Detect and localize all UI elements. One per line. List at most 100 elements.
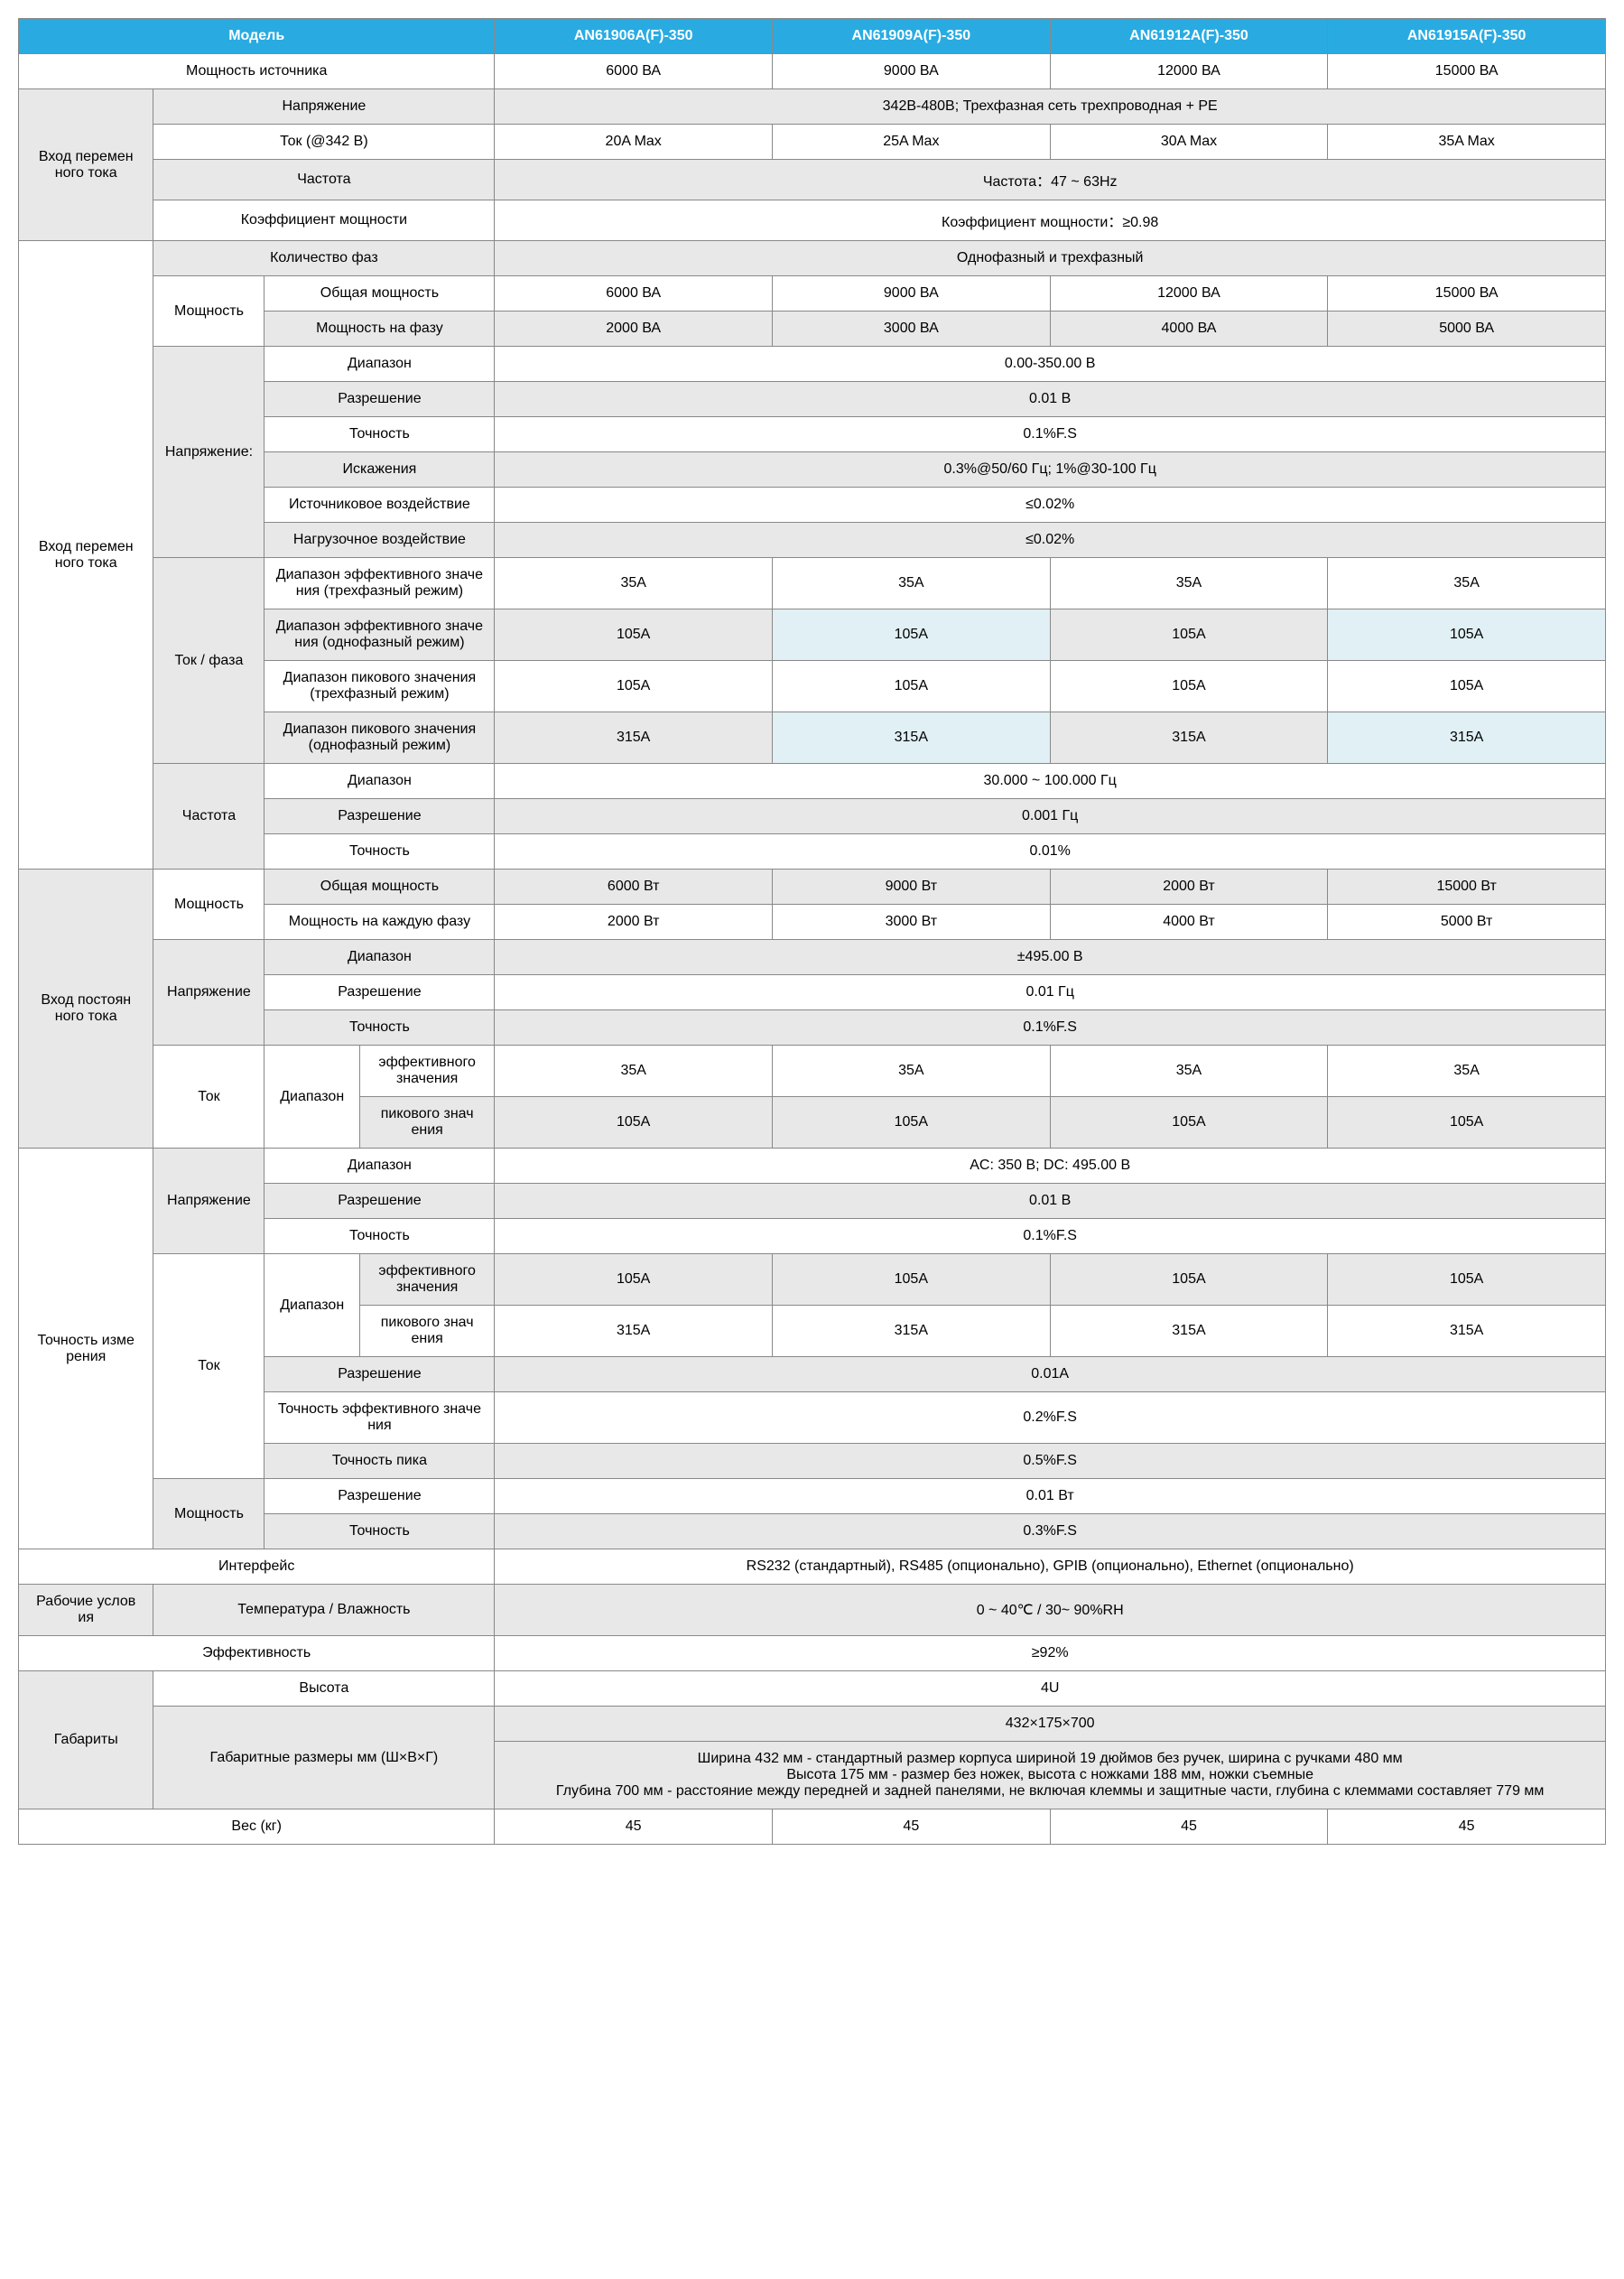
cell: Диапазон — [264, 940, 495, 975]
cell: 432×175×700 — [495, 1707, 1606, 1742]
cell: ±495.00 В — [495, 940, 1606, 975]
cell: 9000 Вт — [773, 870, 1051, 905]
cell: 0.01A — [495, 1357, 1606, 1392]
cell: Точность эффективного значения — [264, 1392, 495, 1444]
cell: 35A — [495, 558, 773, 609]
cell: Точность пика — [264, 1444, 495, 1479]
cell: Ток — [153, 1254, 264, 1479]
cell: Коэффициент мощности：≥0.98 — [495, 200, 1606, 241]
cell: Источниковое воздействие — [264, 488, 495, 523]
src-power-label: Мощность источника — [19, 54, 495, 89]
cell: 6000 ВА — [495, 276, 773, 312]
cell: 20A Max — [495, 125, 773, 160]
cell: 45 — [773, 1809, 1051, 1845]
cell: 105A — [1050, 609, 1328, 661]
cell: 0.001 Гц — [495, 799, 1606, 834]
cell: Диапазон эффективного значения (однофазн… — [264, 609, 495, 661]
cell: 35A — [773, 1046, 1051, 1097]
cell: Диапазон пикового значения(однофазный ре… — [264, 712, 495, 764]
cell: 315A — [495, 712, 773, 764]
cell: 12000 ВА — [1050, 276, 1328, 312]
cell: Высота — [153, 1671, 495, 1707]
cell: 35A — [1328, 558, 1606, 609]
cell: 315A — [773, 1306, 1051, 1357]
cell: Точность — [264, 417, 495, 452]
cell: 315A — [1328, 712, 1606, 764]
cell: пикового значения — [359, 1097, 494, 1149]
dim-label: Габариты — [19, 1671, 153, 1809]
cell: 9000 ВА — [773, 54, 1051, 89]
cell: Ток — [153, 1046, 264, 1149]
cell: Мощность — [153, 1479, 264, 1549]
cell: Количество фаз — [153, 241, 495, 276]
cell: Напряжение — [153, 1149, 264, 1254]
cell: Габаритные размеры мм (Ш×В×Г) — [153, 1707, 495, 1809]
cell: Частота：47 ~ 63Hz — [495, 160, 1606, 200]
cell: 45 — [1050, 1809, 1328, 1845]
cell: 105A — [1050, 1097, 1328, 1149]
cell: 30.000 ~ 100.000 Гц — [495, 764, 1606, 799]
cell: 0.01% — [495, 834, 1606, 870]
cell: Мощность — [153, 870, 264, 940]
env-label: Рабочие условия — [19, 1585, 153, 1636]
cell: 0.3%@50/60 Гц; 1%@30-100 Гц — [495, 452, 1606, 488]
cell: 4U — [495, 1671, 1606, 1707]
cell: 0.3%F.S — [495, 1514, 1606, 1549]
cell: Разрешение — [264, 975, 495, 1010]
cell: 2000 Вт — [495, 905, 773, 940]
cell: 315A — [495, 1306, 773, 1357]
cell: 5000 Вт — [1328, 905, 1606, 940]
cell: Точность — [264, 834, 495, 870]
cell: 35A Max — [1328, 125, 1606, 160]
cell: Общая мощность — [264, 276, 495, 312]
cell: Разрешение — [264, 799, 495, 834]
cell: 2000 Вт — [1050, 870, 1328, 905]
cell: ≤0.02% — [495, 488, 1606, 523]
cell: 315A — [1328, 1306, 1606, 1357]
cell: 315A — [1050, 1306, 1328, 1357]
cell: 105A — [773, 661, 1051, 712]
cell: Напряжение: — [153, 347, 264, 558]
cell: 30A Max — [1050, 125, 1328, 160]
cell: Мощность на фазу — [264, 312, 495, 347]
eff-label: Эффективность — [19, 1636, 495, 1671]
cell: Температура / Влажность — [153, 1585, 495, 1636]
cell: 15000 Вт — [1328, 870, 1606, 905]
cell: 45 — [495, 1809, 773, 1845]
cell: 0.2%F.S — [495, 1392, 1606, 1444]
weight-label: Вес (кг) — [19, 1809, 495, 1845]
cell: Диапазон — [264, 1046, 359, 1149]
hdr-m2: AN61909A(F)-350 — [773, 19, 1051, 54]
cell: 0.01 Гц — [495, 975, 1606, 1010]
cell: 4000 ВА — [1050, 312, 1328, 347]
cell: AC: 350 В; DC: 495.00 В — [495, 1149, 1606, 1184]
cell: пикового значения — [359, 1306, 494, 1357]
cell: 105A — [1328, 1097, 1606, 1149]
cell: 4000 Вт — [1050, 905, 1328, 940]
cell: 105A — [495, 609, 773, 661]
cell: 12000 ВА — [1050, 54, 1328, 89]
hdr-m3: AN61912A(F)-350 — [1050, 19, 1328, 54]
hdr-model: Модель — [19, 19, 495, 54]
cell: Точность — [264, 1514, 495, 1549]
cell: 105A — [495, 661, 773, 712]
cell: 342В-480В; Трехфазная сеть трехпроводная… — [495, 89, 1606, 125]
cell: Диапазон — [264, 1254, 359, 1357]
cell: 3000 ВА — [773, 312, 1051, 347]
cell: Общая мощность — [264, 870, 495, 905]
cell: Разрешение — [264, 382, 495, 417]
acin2-label: Вход переменного тока — [19, 241, 153, 870]
cell: RS232 (стандартный), RS485 (опционально)… — [495, 1549, 1606, 1585]
cell: Диапазон — [264, 764, 495, 799]
cell: 315A — [773, 712, 1051, 764]
cell: 0 ~ 40℃ / 30~ 90%RH — [495, 1585, 1606, 1636]
cell: 0.01 В — [495, 382, 1606, 417]
hdr-m4: AN61915A(F)-350 — [1328, 19, 1606, 54]
dcin-label: Вход постоянного тока — [19, 870, 153, 1149]
cell: 0.01 Вт — [495, 1479, 1606, 1514]
cell: 0.00-350.00 В — [495, 347, 1606, 382]
cell: 2000 ВА — [495, 312, 773, 347]
cell: 35A — [1050, 1046, 1328, 1097]
cell: 0.01 В — [495, 1184, 1606, 1219]
cell: Ток / фаза — [153, 558, 264, 764]
